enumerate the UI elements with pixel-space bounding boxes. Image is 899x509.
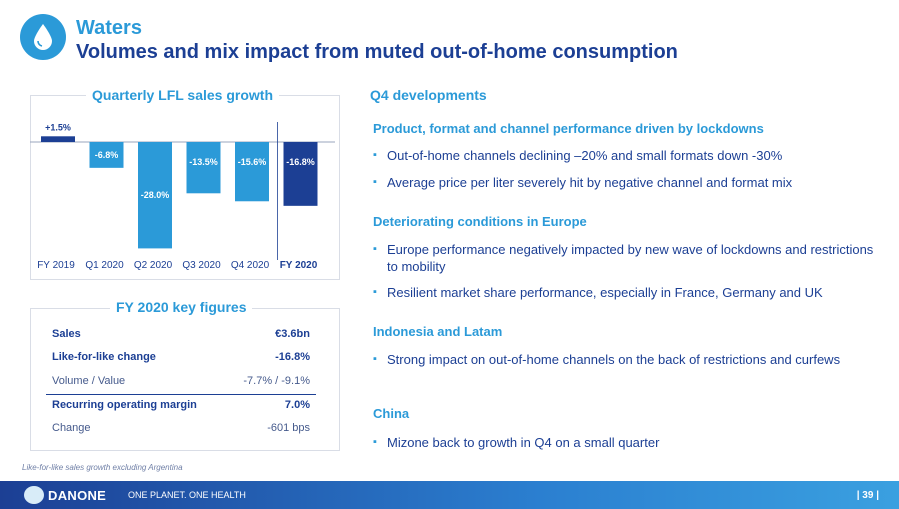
chart-title: Quarterly LFL sales growth [86, 87, 280, 103]
bar-q3-2020 [186, 142, 221, 194]
kf-row-lfl: Like-for-like change -16.8% [52, 347, 310, 369]
footer-bar: DANONE ONE PLANET. ONE HEALTH | 39 | [0, 481, 899, 509]
section-heading: Deteriorating conditions in Europe [373, 214, 587, 229]
bar-fy-2019 [41, 136, 75, 142]
kf-row-sales: Sales €3.6bn [52, 324, 310, 346]
page-subtitle: Volumes and mix impact from muted out-of… [76, 41, 678, 63]
data-label: -16.8% [286, 157, 315, 167]
kf-label: Volume / Value [52, 375, 126, 387]
kf-label: Change [52, 422, 91, 434]
section-heading: Indonesia and Latam [373, 324, 503, 339]
tick-label: Q4 2020 [231, 260, 270, 271]
footnote: Like-for-like sales growth excluding Arg… [22, 463, 183, 472]
kf-value: -7.7% / -9.1% [243, 375, 310, 387]
data-label: -28.0% [141, 190, 170, 200]
tick-label: FY 2019 [37, 260, 75, 271]
bullet-item: Average price per liter severely hit by … [373, 174, 878, 191]
key-figures-title: FY 2020 key figures [110, 299, 253, 315]
tick-label: Q1 2020 [85, 260, 124, 271]
kf-value: -601 bps [267, 422, 310, 434]
kf-label: Sales [52, 328, 81, 340]
bullet-item: Out-of-home channels declining –20% and … [373, 147, 878, 164]
tick-label: Q3 2020 [182, 260, 221, 271]
tick-label: Q2 2020 [134, 260, 173, 271]
bar-q2-2020 [138, 142, 172, 249]
section-heading: China [373, 406, 410, 421]
bar-q1-2020 [89, 142, 124, 168]
page-number: | 39 | [856, 490, 879, 501]
kf-value: -16.8% [275, 351, 310, 363]
data-label: -6.8% [95, 150, 119, 160]
page-title: Waters [76, 17, 142, 39]
danone-logo-icon [24, 486, 44, 504]
water-drop-icon [20, 14, 66, 60]
bar-fy-2020 [283, 142, 318, 206]
data-label: -13.5% [189, 157, 218, 167]
bullet-item: Strong impact on out-of-home channels on… [373, 351, 878, 368]
tick-label: FY 2020 [280, 260, 318, 271]
kf-row-margin: Recurring operating margin 7.0% [52, 395, 310, 417]
kf-row-volume-value: Volume / Value -7.7% / -9.1% [52, 371, 310, 393]
section-heading: Product, format and channel performance … [373, 121, 764, 136]
data-label: +1.5% [45, 122, 71, 132]
bullet-item: Mizone back to growth in Q4 on a small q… [373, 434, 878, 451]
kf-row-change: Change -601 bps [52, 418, 310, 440]
footer-brand: DANONE [48, 488, 107, 503]
bullet-item: Resilient market share performance, espe… [373, 284, 878, 301]
bullet-item: Europe performance negatively impacted b… [373, 241, 878, 275]
kf-value: 7.0% [284, 399, 310, 411]
q4-title: Q4 developments [370, 87, 487, 103]
kf-label: Recurring operating margin [52, 399, 197, 411]
kf-label: Like-for-like change [52, 351, 156, 363]
kf-value: €3.6bn [275, 328, 310, 340]
footer-tagline: ONE PLANET. ONE HEALTH [128, 490, 246, 500]
kf-divider [46, 394, 316, 395]
lfl-chart: +1.5% FY 2019 -6.8% Q1 2020 -28.0% Q2 2020 -13… [30, 110, 340, 275]
bar-q4-2020 [235, 142, 269, 202]
data-label: -15.6% [238, 157, 267, 167]
